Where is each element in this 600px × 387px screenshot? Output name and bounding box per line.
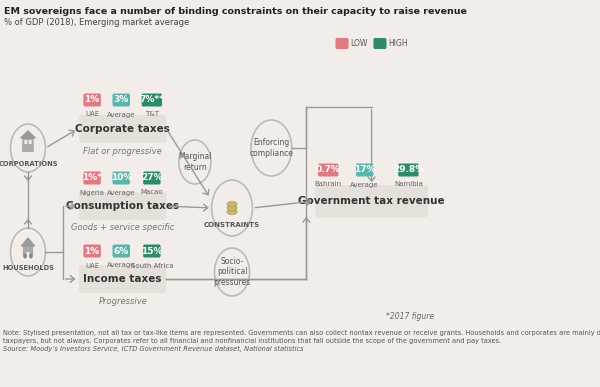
FancyBboxPatch shape [79,265,166,293]
Text: Average: Average [350,182,379,187]
Circle shape [212,180,253,236]
Text: % of GDP (2018), Emerging market average: % of GDP (2018), Emerging market average [4,18,189,27]
Text: Flat or progressive: Flat or progressive [83,147,162,156]
FancyBboxPatch shape [318,163,338,176]
Polygon shape [22,238,35,246]
FancyBboxPatch shape [25,140,27,144]
FancyBboxPatch shape [315,185,428,217]
FancyBboxPatch shape [143,171,161,185]
FancyBboxPatch shape [83,171,101,185]
Text: UAE: UAE [85,111,99,118]
Polygon shape [21,131,35,138]
Text: 29.8%: 29.8% [393,166,424,175]
Text: Source: Moody’s Investors Service, ICTD Government Revenue dataset, National sta: Source: Moody’s Investors Service, ICTD … [3,346,304,352]
Ellipse shape [227,209,237,214]
Text: Average: Average [107,190,136,195]
Text: 1%: 1% [85,96,100,104]
Text: Corporate taxes: Corporate taxes [75,124,170,134]
FancyBboxPatch shape [113,94,130,106]
Circle shape [11,124,46,172]
Text: 1%: 1% [85,247,100,255]
Text: 1%*: 1%* [82,173,102,183]
Text: T&T: T&T [145,111,159,118]
Text: Nigeria: Nigeria [80,190,104,195]
FancyBboxPatch shape [83,245,101,257]
Text: Average: Average [107,111,136,118]
Text: Government tax revenue: Government tax revenue [298,196,445,206]
Text: Note: Stylised presentation, not all tax or tax-like items are represented. Gove: Note: Stylised presentation, not all tax… [3,330,600,336]
Circle shape [179,140,211,184]
Ellipse shape [227,205,237,211]
FancyBboxPatch shape [79,192,166,220]
Text: Goods + service specific: Goods + service specific [71,224,175,233]
Circle shape [11,228,46,276]
Text: 7%**: 7%** [139,96,164,104]
Text: Average: Average [107,262,136,269]
Text: EM sovereigns face a number of binding constraints on their capacity to raise re: EM sovereigns face a number of binding c… [4,7,467,16]
FancyBboxPatch shape [143,245,161,257]
Text: 10%: 10% [110,173,132,183]
Text: Enforcing
compliance: Enforcing compliance [250,138,293,158]
FancyBboxPatch shape [142,94,162,106]
Text: 6%: 6% [113,247,129,255]
Text: Progressive: Progressive [98,296,147,305]
Text: Consumption taxes: Consumption taxes [66,201,179,211]
Text: Bahrain: Bahrain [314,182,342,187]
Text: LOW: LOW [350,39,367,48]
FancyBboxPatch shape [83,94,101,106]
FancyBboxPatch shape [356,163,373,176]
Text: Namibia: Namibia [394,182,423,187]
Text: 15%: 15% [141,247,163,255]
Text: CONSTRAINTS: CONSTRAINTS [204,222,260,228]
FancyBboxPatch shape [113,171,130,185]
Circle shape [29,253,33,259]
Text: *2017 figure: *2017 figure [386,312,434,321]
FancyBboxPatch shape [79,115,166,143]
Text: 3%: 3% [113,96,129,104]
Text: Income taxes: Income taxes [83,274,162,284]
FancyBboxPatch shape [22,138,34,152]
FancyBboxPatch shape [373,38,386,49]
Ellipse shape [227,202,237,207]
FancyBboxPatch shape [23,246,33,256]
Text: UAE: UAE [85,262,99,269]
Text: HOUSEHOLDS: HOUSEHOLDS [2,265,54,271]
Text: HIGH: HIGH [388,39,407,48]
Text: Socio-
political
pressures: Socio- political pressures [214,257,251,287]
FancyBboxPatch shape [113,245,130,257]
Text: South Africa: South Africa [131,262,173,269]
Text: 27%: 27% [141,173,163,183]
Text: CORPORATIONS: CORPORATIONS [0,161,58,167]
Text: 0.7%: 0.7% [316,166,341,175]
FancyBboxPatch shape [26,252,29,256]
Circle shape [23,253,27,259]
Text: taxpayers, but not always. Corporates refer to all financial and nonfinancial in: taxpayers, but not always. Corporates re… [3,338,502,344]
Text: Macao: Macao [140,190,163,195]
FancyBboxPatch shape [398,163,419,176]
Text: 17%: 17% [354,166,376,175]
FancyBboxPatch shape [335,38,349,49]
FancyBboxPatch shape [29,140,32,144]
Text: Marginal
return: Marginal return [178,152,212,172]
Circle shape [251,120,292,176]
Circle shape [215,248,250,296]
